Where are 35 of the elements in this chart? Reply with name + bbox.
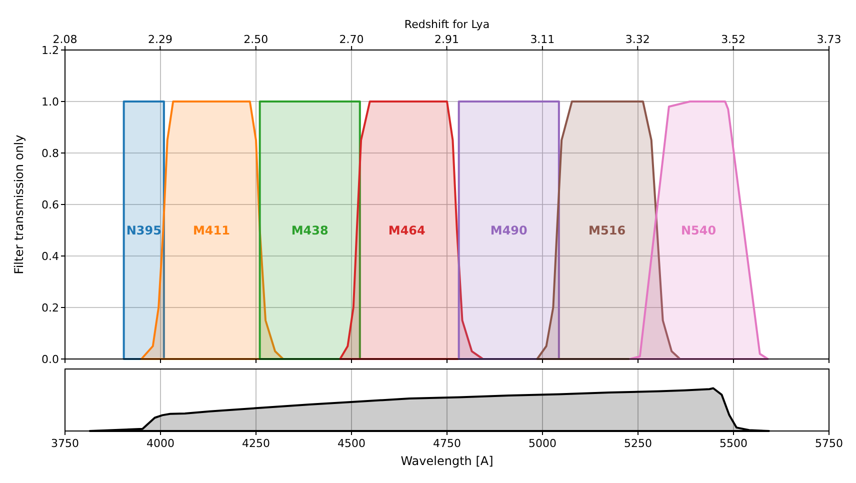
x2-tick-label: 2.29 — [148, 33, 172, 46]
series-label: M411 — [192, 223, 230, 238]
series-label: M516 — [588, 223, 626, 238]
x-tick-label: 3750 — [51, 437, 79, 450]
y-tick-label: 1.0 — [42, 95, 59, 108]
series-label: N395 — [126, 223, 162, 238]
y-tick-label: 0.8 — [42, 146, 59, 160]
series-label: N540 — [681, 223, 716, 238]
x-tick-label: 5500 — [720, 437, 748, 450]
y-tick-label: 0.0 — [42, 352, 59, 366]
x-tick-label: 4750 — [433, 437, 461, 450]
y-tick-label: 0.6 — [42, 198, 59, 212]
x2-axis-title: Redshift for Lya — [404, 18, 490, 31]
x-tick-label: 5750 — [815, 437, 843, 450]
x2-tick-label: 2.08 — [52, 33, 78, 46]
x2-tick-label: 3.11 — [530, 33, 555, 46]
series-label: M464 — [388, 223, 426, 238]
x-tick-label: 4000 — [146, 437, 174, 450]
x2-tick-label: 3.32 — [625, 33, 650, 46]
x2-tick-label: 3.73 — [816, 33, 842, 46]
x2-tick-label: 2.50 — [244, 33, 268, 46]
series-label: M490 — [490, 223, 528, 238]
y-tick-label: 1.2 — [42, 44, 59, 57]
x-tick-label: 4500 — [338, 437, 366, 450]
x2-tick-label: 2.91 — [434, 33, 460, 46]
y-tick-label: 0.4 — [42, 250, 59, 263]
x2-tick-label: 3.52 — [721, 33, 746, 46]
x-tick-label: 5250 — [624, 437, 652, 450]
x-tick-label: 5000 — [528, 437, 556, 450]
y-axis-title: Filter transmission only — [12, 134, 26, 274]
x2-tick-label: 2.70 — [339, 33, 364, 46]
x-tick-label: 4250 — [242, 437, 270, 450]
series-label: M438 — [291, 223, 328, 238]
y-tick-label: 0.2 — [42, 301, 59, 314]
x-axis-title: Wavelength [A] — [400, 454, 494, 468]
